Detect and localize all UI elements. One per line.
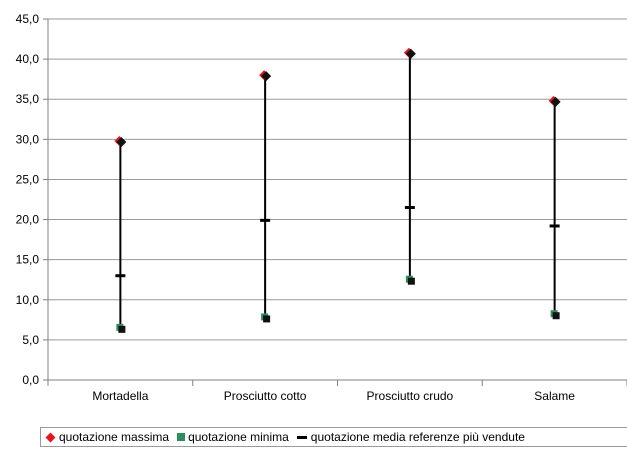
legend-item-mean: quotazione media referenze più vendute xyxy=(296,430,525,444)
y-tick-label: 20,0 xyxy=(16,213,40,227)
gridlines xyxy=(48,18,627,381)
legend: quotazione massima quotazione minima quo… xyxy=(40,427,627,447)
x-tick-label: Salame xyxy=(534,389,575,403)
min-point-shadow xyxy=(407,277,415,285)
y-tick-label: 10,0 xyxy=(16,293,40,307)
x-tick-label: Prosciutto crudo xyxy=(367,389,454,403)
y-axis-tick-labels: 0,0 5,0 10,0 15,0 20,0 25,0 30,0 35,0 40,0 45,0 xyxy=(16,12,40,387)
max-point-shadow xyxy=(261,71,272,82)
x-axis-tick-labels: Mortadella Prosciutto cotto Prosciutto cru… xyxy=(92,389,575,403)
mean-point xyxy=(115,274,126,278)
mean-point xyxy=(549,224,560,228)
y-tick-label: 5,0 xyxy=(22,333,39,347)
min-point-shadow xyxy=(118,325,126,333)
legend-item-min: quotazione minima xyxy=(177,430,289,444)
max-point-shadow xyxy=(550,96,561,107)
legend-label-mean: quotazione media referenze più vendute xyxy=(310,430,525,444)
min-point-shadow xyxy=(552,312,560,320)
x-tick-label: Mortadella xyxy=(92,389,148,403)
min-point-shadow xyxy=(263,315,271,323)
dash-marker-icon xyxy=(296,435,307,439)
y-tick-label: 35,0 xyxy=(16,92,40,106)
legend-label-min: quotazione minima xyxy=(188,430,289,444)
diamond-marker-icon xyxy=(45,432,56,442)
y-tick-label: 30,0 xyxy=(16,132,40,146)
mean-point xyxy=(260,218,271,222)
y-tick-label: 40,0 xyxy=(16,52,40,66)
square-marker-icon xyxy=(177,433,186,441)
data-marks xyxy=(114,47,561,333)
legend-label-max: quotazione massima xyxy=(59,430,170,444)
y-tick-label: 0,0 xyxy=(22,373,39,387)
y-tick-label: 45,0 xyxy=(16,12,40,26)
y-tick-label: 25,0 xyxy=(16,172,40,186)
y-tick-label: 15,0 xyxy=(16,253,40,267)
max-point-shadow xyxy=(116,136,127,147)
x-tick-label: Prosciutto cotto xyxy=(224,389,307,403)
axes xyxy=(43,18,627,386)
legend-item-max: quotazione massima xyxy=(45,430,169,444)
max-point-shadow xyxy=(405,48,416,59)
mean-point xyxy=(404,206,415,210)
